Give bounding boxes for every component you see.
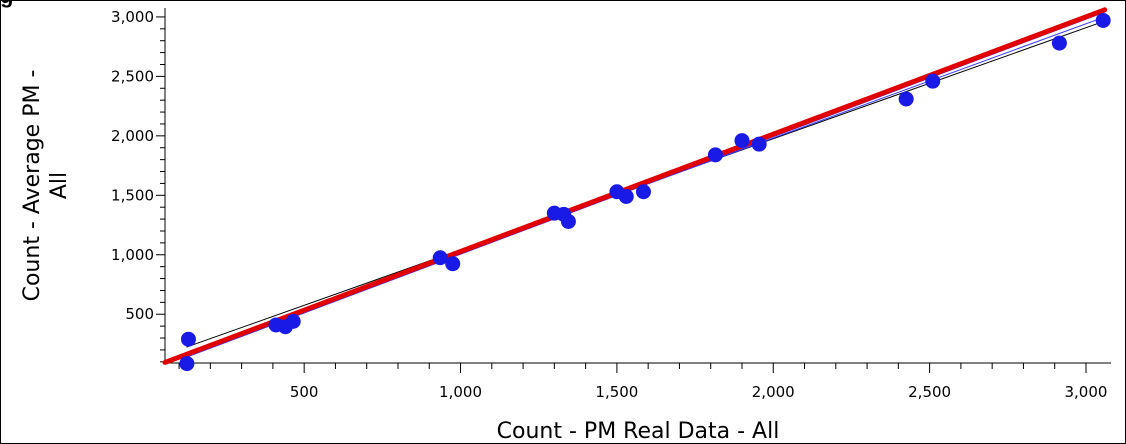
fit-line xyxy=(162,7,1108,365)
x-tick-label: 1,000 xyxy=(439,383,482,401)
y-tick-label: 3,000 xyxy=(111,8,154,26)
x-axis-ticks: 500 1,000 1,500 2,000 2,500 3,000 xyxy=(178,363,1108,401)
data-point xyxy=(751,136,767,152)
data-point xyxy=(180,331,196,347)
data-point xyxy=(898,91,914,107)
y-axis-title-line: All xyxy=(47,172,72,199)
x-axis-title: Count - PM Real Data - All xyxy=(497,419,780,444)
y-tick-label: 2,000 xyxy=(111,127,154,145)
data-point xyxy=(734,133,750,149)
data-point xyxy=(618,189,634,205)
axes xyxy=(164,8,1111,364)
x-tick-label: 3,000 xyxy=(1065,383,1108,401)
x-tick-label: 2,000 xyxy=(752,383,795,401)
data-point xyxy=(432,250,448,266)
x-tick-label: 1,500 xyxy=(595,383,638,401)
y-axis-title-line: Count - Average PM - xyxy=(20,70,45,302)
data-point xyxy=(445,256,461,272)
chart-title: g xyxy=(0,0,13,8)
y-tick-label: 2,500 xyxy=(111,67,154,85)
data-point xyxy=(179,356,195,372)
x-tick-label: 500 xyxy=(290,383,319,401)
y-axis-title: Count - Average PM - All xyxy=(20,70,72,302)
data-point xyxy=(1051,35,1067,51)
regression-lines xyxy=(162,7,1108,365)
y-tick-label: 1,500 xyxy=(111,186,154,204)
x-tick-label: 2,500 xyxy=(908,383,951,401)
data-point xyxy=(1095,12,1111,28)
data-point xyxy=(560,213,576,229)
data-point xyxy=(707,147,723,163)
data-point xyxy=(925,73,941,89)
data-point xyxy=(635,184,651,200)
data-points xyxy=(179,12,1111,372)
y-tick-label: 500 xyxy=(125,305,154,323)
y-axis-ticks: 500 1,000 1,500 2,000 2,500 3,000 xyxy=(111,8,165,363)
data-point xyxy=(285,313,301,329)
y-tick-label: 1,000 xyxy=(111,246,154,264)
